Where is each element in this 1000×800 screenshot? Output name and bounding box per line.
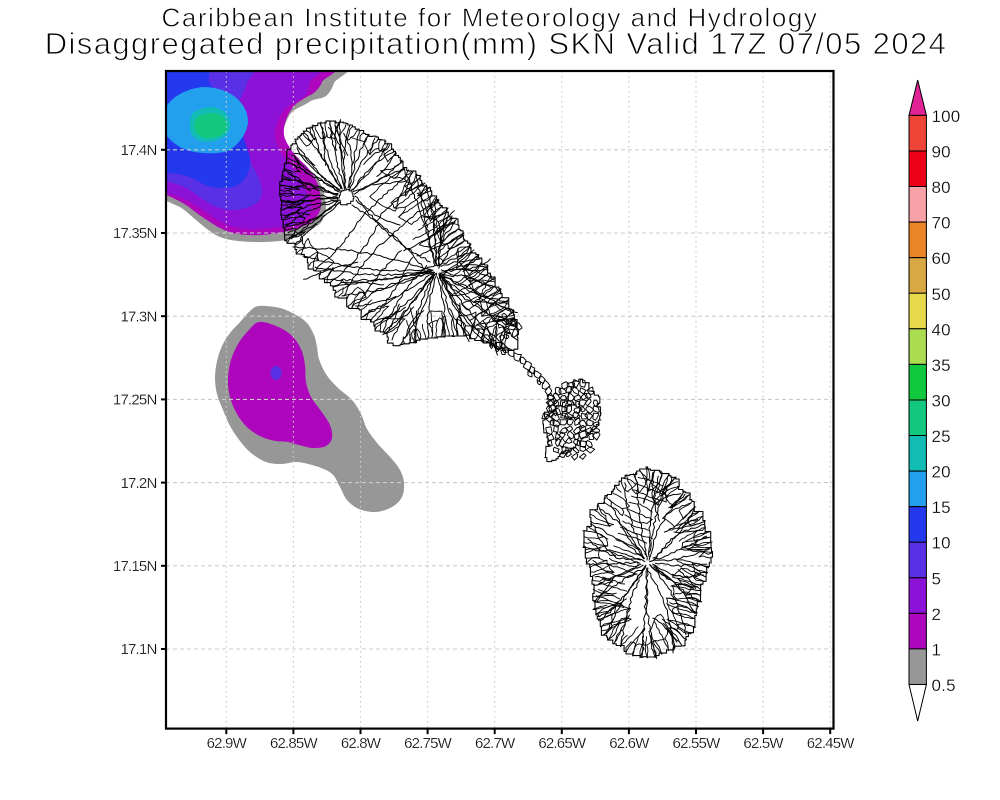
svg-text:17.35N: 17.35N bbox=[113, 225, 157, 242]
svg-text:62.75W: 62.75W bbox=[404, 735, 453, 752]
svg-text:17.4N: 17.4N bbox=[120, 142, 156, 159]
svg-text:62.45W: 62.45W bbox=[807, 735, 856, 752]
svg-text:17.3N: 17.3N bbox=[120, 308, 156, 325]
svg-text:17.25N: 17.25N bbox=[113, 392, 157, 409]
svg-text:25: 25 bbox=[932, 427, 951, 446]
svg-text:50: 50 bbox=[932, 285, 951, 304]
svg-text:40: 40 bbox=[932, 320, 951, 339]
svg-text:62.65W: 62.65W bbox=[538, 735, 587, 752]
svg-text:Caribbean Institute for Meteor: Caribbean Institute for Meteorology and … bbox=[162, 3, 819, 33]
svg-text:Disaggregated precipitation(mm: Disaggregated precipitation(mm) SKN Vali… bbox=[45, 26, 948, 61]
svg-text:70: 70 bbox=[932, 214, 951, 233]
svg-text:35: 35 bbox=[932, 356, 951, 375]
svg-text:17.2N: 17.2N bbox=[120, 475, 156, 492]
svg-text:17.1N: 17.1N bbox=[120, 641, 156, 658]
svg-text:30: 30 bbox=[932, 392, 951, 411]
svg-text:90: 90 bbox=[932, 143, 951, 162]
svg-text:5: 5 bbox=[932, 569, 942, 588]
svg-text:1: 1 bbox=[932, 640, 942, 659]
svg-text:17.15N: 17.15N bbox=[113, 558, 157, 575]
svg-text:15: 15 bbox=[932, 498, 951, 517]
svg-text:20: 20 bbox=[932, 463, 951, 482]
svg-text:62.7W: 62.7W bbox=[475, 735, 516, 752]
svg-text:62.6W: 62.6W bbox=[609, 735, 650, 752]
svg-text:62.8W: 62.8W bbox=[341, 735, 382, 752]
svg-text:62.85W: 62.85W bbox=[270, 735, 319, 752]
svg-text:10: 10 bbox=[932, 534, 951, 553]
svg-text:80: 80 bbox=[932, 178, 951, 197]
svg-text:0.5: 0.5 bbox=[932, 676, 956, 695]
svg-text:2: 2 bbox=[932, 605, 942, 624]
svg-text:100: 100 bbox=[932, 107, 961, 126]
svg-text:62.5W: 62.5W bbox=[743, 735, 784, 752]
svg-text:60: 60 bbox=[932, 249, 951, 268]
svg-text:62.55W: 62.55W bbox=[673, 735, 722, 752]
svg-text:62.9W: 62.9W bbox=[207, 735, 248, 752]
